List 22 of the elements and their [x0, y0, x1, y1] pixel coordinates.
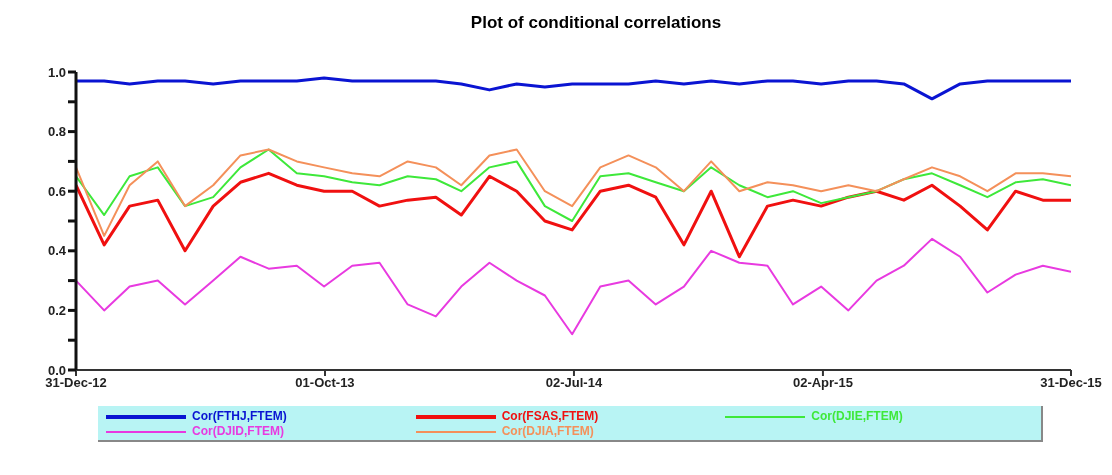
y-tick-label: 1.0	[47, 64, 66, 80]
line-series	[76, 148, 1071, 222]
text: Cor(DJIA,FTEM)	[501, 424, 594, 439]
x-tick-label: 31-Dec-12	[45, 375, 107, 391]
line-series	[76, 171, 1071, 259]
x-tick-label: 31-Dec-15	[1040, 375, 1102, 391]
text: Cor(FSAS,FTEM)	[501, 409, 599, 424]
y-tick-label: 0.2	[47, 303, 66, 319]
text: Cor(FTHJ,FTEM)	[192, 409, 287, 424]
line-series	[76, 237, 1071, 336]
x-tick-label: 02-Jul-14	[545, 375, 603, 391]
y-tick-label: 0.4	[47, 243, 67, 259]
chart-title: Plot of conditional correlations	[469, 12, 723, 34]
x-tick-label: 02-Apr-15	[792, 375, 853, 391]
line-series	[76, 76, 1071, 101]
y-tick-label: 0.0	[47, 362, 66, 378]
y-tick-label: 0.6	[47, 183, 66, 199]
text: Cor(DJID,FTEM)	[192, 424, 284, 439]
x-tick-label: 01-Oct-13	[295, 375, 355, 391]
text: Cor(DJIE,FTEM)	[811, 409, 903, 424]
y-tick-label: 0.8	[47, 124, 66, 140]
line-series	[76, 148, 1071, 237]
